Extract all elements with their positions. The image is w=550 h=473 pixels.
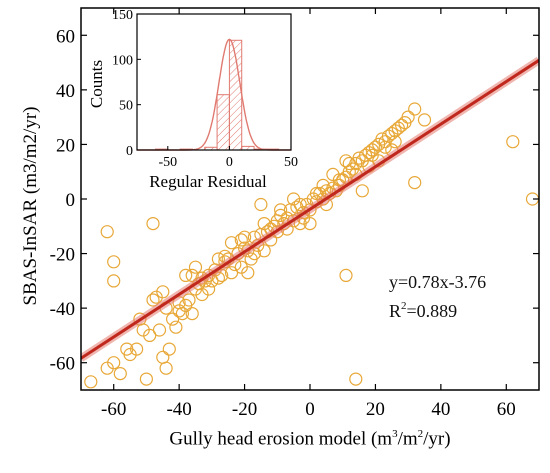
data-point [100, 225, 114, 239]
data-point [143, 328, 157, 342]
data-point [152, 323, 167, 337]
data-point [375, 132, 389, 146]
y-tick-label: -20 [50, 245, 75, 266]
data-point [339, 268, 353, 282]
data-point [257, 217, 271, 231]
data-point [182, 293, 196, 307]
data-point [408, 176, 422, 190]
x-axis-label: Gully head erosion model (m3/m2/yr) [169, 428, 451, 450]
data-point [185, 307, 199, 321]
data-point [107, 274, 121, 288]
data-point [365, 148, 379, 162]
data-point [238, 230, 252, 244]
x-tick-label: 60 [497, 399, 516, 420]
data-point [139, 372, 153, 386]
y-axis-label: SBAS-InSAR (m3/m2/yr) [20, 106, 41, 306]
scatter-points [84, 102, 539, 389]
data-point [408, 102, 422, 116]
inset-x-tick-label: -50 [158, 155, 177, 170]
data-point [401, 110, 415, 124]
data-point [349, 372, 363, 386]
x-tick-label: 0 [305, 399, 315, 420]
data-point [254, 197, 268, 212]
inset-y-axis-label: Counts [87, 59, 106, 109]
inset-y-tick-label: 0 [126, 144, 133, 159]
inset-y-tick-label: 100 [112, 53, 133, 68]
data-point [287, 192, 301, 206]
data-point [169, 320, 183, 334]
histogram-bar [216, 94, 230, 151]
data-point [166, 312, 180, 326]
data-point [202, 282, 216, 296]
data-point [506, 135, 520, 149]
data-point [146, 293, 160, 307]
data-point [107, 356, 121, 370]
x-tick-label: -60 [101, 399, 126, 420]
y-tick-label: 60 [56, 26, 75, 47]
data-point [224, 266, 239, 280]
y-tick-label: -60 [50, 354, 75, 375]
fit-line-group [81, 56, 539, 362]
data-point [368, 140, 382, 154]
y-tick-label: -40 [50, 299, 75, 320]
inset-x-tick-label: 0 [226, 155, 233, 170]
data-point [388, 135, 402, 149]
x-tick-label: -40 [166, 399, 191, 420]
r-squared-label: R2=0.889 [389, 300, 458, 321]
x-tick-label: 40 [431, 399, 450, 420]
inset-histogram: -50 0 50 0 50 100 150 [112, 8, 298, 170]
y-tick-label: 40 [56, 81, 75, 102]
inset-y-tick-label: 150 [112, 8, 133, 23]
data-point [107, 255, 121, 269]
data-point [120, 342, 134, 356]
x-tick-label: 20 [366, 399, 385, 420]
data-point [274, 203, 288, 217]
y-tick-label: 20 [56, 135, 75, 156]
data-point [355, 184, 369, 198]
inset-y-tick-label: 50 [119, 99, 133, 114]
inset-background [137, 14, 291, 150]
data-point [378, 140, 392, 154]
data-point [257, 244, 271, 258]
data-point [342, 156, 356, 171]
data-point [156, 350, 170, 364]
x-tick-label: -20 [232, 399, 257, 420]
data-point [113, 367, 127, 381]
data-point [309, 186, 324, 201]
data-point [234, 233, 248, 247]
data-point [156, 285, 170, 299]
regression-equation: y=0.78x-3.76 [389, 272, 487, 292]
inset-x-tick-label: 50 [284, 155, 298, 170]
data-point [395, 118, 409, 132]
data-point [179, 268, 193, 282]
inset-x-axis-label: Regular Residual [149, 172, 267, 191]
data-point [352, 151, 366, 165]
data-point [159, 361, 173, 375]
data-point [188, 260, 203, 274]
data-point [241, 266, 255, 280]
fit-line [81, 59, 539, 360]
data-point [146, 217, 160, 231]
data-point [339, 154, 353, 168]
main-axes: -60 -40 -20 0 20 40 60 -60 -40 -20 0 20 40 60 [50, 7, 540, 420]
data-point [316, 178, 330, 192]
inset-frame [136, 13, 292, 151]
data-point [130, 342, 144, 356]
data-point [417, 113, 432, 127]
data-point [224, 236, 239, 250]
y-tick-label: 0 [66, 190, 76, 211]
data-point [84, 375, 98, 389]
data-point [162, 342, 176, 356]
